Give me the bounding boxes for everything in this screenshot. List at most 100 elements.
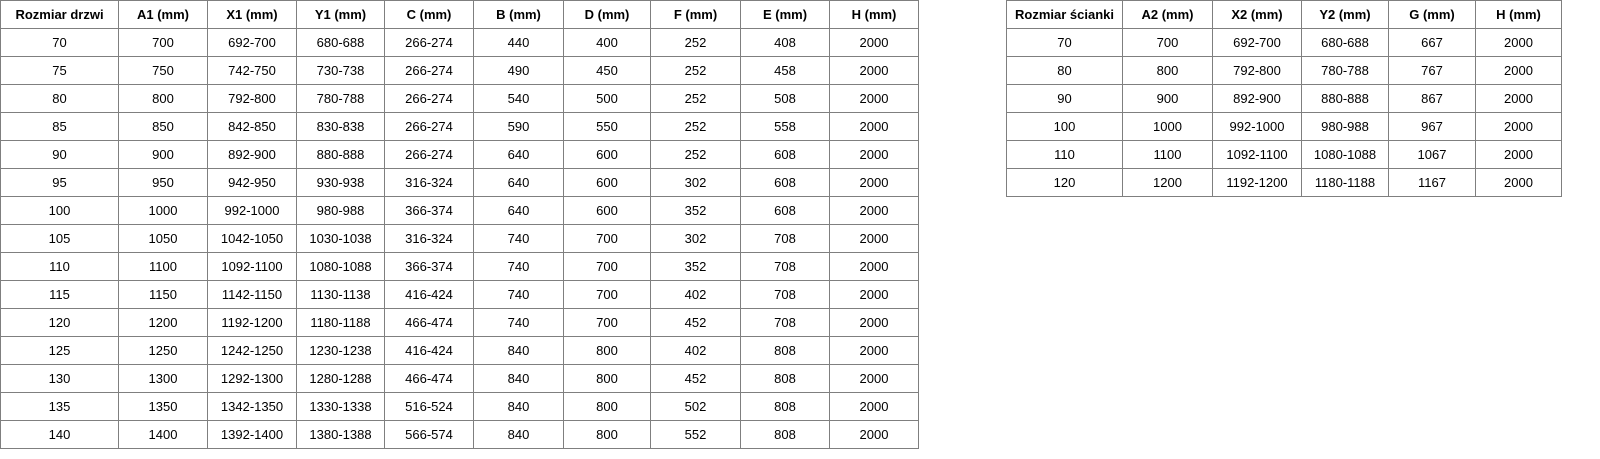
- table-cell: 1130-1138: [296, 280, 385, 309]
- table-cell: 1380-1388: [296, 420, 385, 449]
- table-cell: 708: [740, 280, 830, 309]
- table-cell: 800: [563, 420, 651, 449]
- wall-dimensions-table: Rozmiar ścianki A2 (mm) X2 (mm) Y2 (mm) G (m…: [1006, 0, 1562, 197]
- table-cell: 680-688: [1301, 28, 1389, 57]
- table-cell: 840: [473, 336, 564, 365]
- table-cell: 85: [0, 112, 119, 141]
- table-cell: 1080-1088: [296, 252, 385, 281]
- table-row: 120 1200 1192-1200 1180-1188 1167 2000: [1006, 168, 1562, 197]
- table-cell: 600: [563, 196, 651, 225]
- table-row: 85 850 842-850 830-838 266-274 590 550 252 558 20…: [0, 112, 919, 141]
- table-cell: 252: [650, 28, 741, 57]
- table-cell: 880-888: [296, 140, 385, 169]
- table-cell: 115: [0, 280, 119, 309]
- table-row: 90 900 892-900 880-888 266-274 640 600 252 608 20…: [0, 140, 919, 169]
- table-cell: 2000: [829, 196, 919, 225]
- table-cell: 2000: [829, 252, 919, 281]
- column-header: X1 (mm): [207, 0, 297, 29]
- table-cell: 302: [650, 168, 741, 197]
- table-cell: 416-424: [384, 336, 474, 365]
- table-cell: 552: [650, 420, 741, 449]
- table-cell: 302: [650, 224, 741, 253]
- table-row: 75 750 742-750 730-738 266-274 490 450 252 458 20…: [0, 56, 919, 85]
- column-header: B (mm): [473, 0, 564, 29]
- table-cell: 1300: [118, 364, 208, 393]
- table-cell: 992-1000: [1212, 112, 1302, 141]
- column-header: Rozmiar drzwi: [0, 0, 119, 29]
- table-cell: 266-274: [384, 56, 474, 85]
- table-row: 70 700 692-700 680-688 667 2000: [1006, 28, 1562, 57]
- table-cell: 80: [1006, 56, 1123, 85]
- column-header: C (mm): [384, 0, 474, 29]
- table-cell: 352: [650, 196, 741, 225]
- table-cell: 2000: [829, 336, 919, 365]
- table-cell: 2000: [829, 308, 919, 337]
- table-cell: 516-524: [384, 392, 474, 421]
- table-row: 95 950 942-950 930-938 316-324 640 600 302 608 20…: [0, 168, 919, 197]
- table-cell: 80: [0, 84, 119, 113]
- table-cell: 800: [563, 336, 651, 365]
- table-cell: 402: [650, 336, 741, 365]
- table-cell: 550: [563, 112, 651, 141]
- table-cell: 1092-1100: [207, 252, 297, 281]
- column-header: G (mm): [1388, 0, 1476, 29]
- table-cell: 1080-1088: [1301, 140, 1389, 169]
- table-cell: 608: [740, 168, 830, 197]
- table-cell: 892-900: [1212, 84, 1302, 113]
- table-cell: 316-324: [384, 224, 474, 253]
- table-row: 70 700 692-700 680-688 266-274 440 400 252 408 20…: [0, 28, 919, 57]
- table-cell: 2000: [829, 28, 919, 57]
- table-row: 130 1300 1292-1300 1280-1288 466-474 840 800 45…: [0, 364, 919, 393]
- table-cell: 842-850: [207, 112, 297, 141]
- table-cell: 2000: [829, 56, 919, 85]
- table-cell: 2000: [829, 364, 919, 393]
- table-cell: 780-788: [1301, 56, 1389, 85]
- table-cell: 500: [563, 84, 651, 113]
- header-row: Rozmiar ścianki A2 (mm) X2 (mm) Y2 (mm) G (m…: [1006, 0, 1562, 29]
- table-cell: 608: [740, 140, 830, 169]
- table-cell: 640: [473, 140, 564, 169]
- table-cell: 540: [473, 84, 564, 113]
- table-cell: 808: [740, 364, 830, 393]
- table-cell: 1192-1200: [207, 308, 297, 337]
- table-cell: 125: [0, 336, 119, 365]
- table-cell: 700: [1122, 28, 1213, 57]
- table-cell: 792-800: [207, 84, 297, 113]
- table-cell: 466-474: [384, 308, 474, 337]
- table-cell: 942-950: [207, 168, 297, 197]
- table-cell: 800: [1122, 56, 1213, 85]
- table-cell: 266-274: [384, 140, 474, 169]
- table-cell: 767: [1388, 56, 1476, 85]
- table-row: 115 1150 1142-1150 1130-1138 416-424 740 700 40…: [0, 280, 919, 309]
- table-cell: 95: [0, 168, 119, 197]
- table-cell: 490: [473, 56, 564, 85]
- table-cell: 692-700: [207, 28, 297, 57]
- table-cell: 730-738: [296, 56, 385, 85]
- table-cell: 452: [650, 308, 741, 337]
- table-cell: 1392-1400: [207, 420, 297, 449]
- table-cell: 1030-1038: [296, 224, 385, 253]
- table-cell: 1100: [1122, 140, 1213, 169]
- table-cell: 930-938: [296, 168, 385, 197]
- table-cell: 1250: [118, 336, 208, 365]
- table-cell: 700: [118, 28, 208, 57]
- table-cell: 950: [118, 168, 208, 197]
- table-cell: 1342-1350: [207, 392, 297, 421]
- table-cell: 266-274: [384, 84, 474, 113]
- table-cell: 867: [1388, 84, 1476, 113]
- table-cell: 2000: [1475, 168, 1562, 197]
- table-cell: 1280-1288: [296, 364, 385, 393]
- table-cell: 110: [0, 252, 119, 281]
- table-cell: 266-274: [384, 112, 474, 141]
- table-cell: 566-574: [384, 420, 474, 449]
- table-cell: 980-988: [1301, 112, 1389, 141]
- table-cell: 1242-1250: [207, 336, 297, 365]
- table-cell: 1180-1188: [296, 308, 385, 337]
- table-cell: 780-788: [296, 84, 385, 113]
- table-cell: 252: [650, 84, 741, 113]
- table-cell: 600: [563, 168, 651, 197]
- table-row: 105 1050 1042-1050 1030-1038 316-324 740 700 30…: [0, 224, 919, 253]
- table-row: 100 1000 992-1000 980-988 967 2000: [1006, 112, 1562, 141]
- table-cell: 1142-1150: [207, 280, 297, 309]
- table-cell: 808: [740, 420, 830, 449]
